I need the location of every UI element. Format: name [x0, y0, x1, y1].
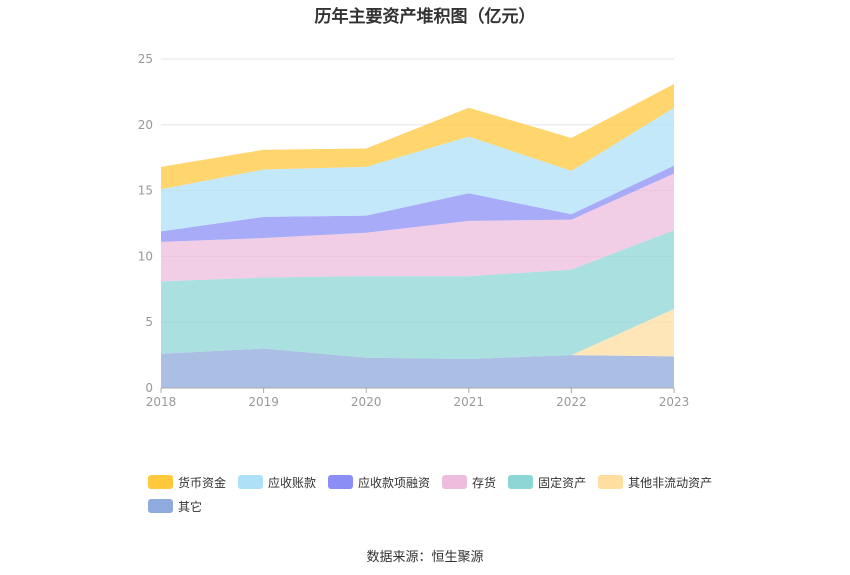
legend-swatch — [148, 475, 173, 489]
legend-swatch — [328, 475, 354, 489]
area-series-6 — [161, 84, 674, 190]
area-series-5 — [161, 107, 674, 232]
legend-item[interactable]: 存货 — [442, 474, 496, 490]
legend-label: 固定资产 — [538, 475, 587, 490]
legend-item[interactable]: 应收款项融资 — [328, 474, 430, 490]
legend-label: 其他非流动资产 — [628, 475, 713, 490]
x-tick-label: 2023 — [659, 395, 690, 409]
legend-swatch — [598, 475, 624, 489]
legend-item[interactable]: 其它 — [148, 498, 202, 514]
legend-item[interactable]: 货币资金 — [148, 474, 226, 490]
area-layer — [161, 84, 674, 388]
legend-item[interactable]: 固定资产 — [508, 474, 586, 490]
source-note: 数据来源：恒生聚源 — [366, 550, 484, 565]
legend-label: 其它 — [178, 499, 203, 514]
legend: 货币资金 应收账款 应收款项融资 存货 固定资产 其他非流动资产其它 — [148, 474, 728, 514]
legend-item[interactable]: 其他非流动资产 — [598, 474, 712, 490]
legend-swatch — [148, 499, 173, 513]
area-series-1 — [161, 309, 674, 359]
axis-layer: 0 5 10 15 20 25 2018 2019 2020 2021 2022 2023 — [138, 52, 690, 409]
area-series-3 — [161, 173, 674, 282]
legend-label: 存货 — [472, 475, 497, 490]
area-series-2 — [161, 230, 674, 359]
area-series-0 — [161, 348, 674, 388]
legend-label: 应收账款 — [268, 475, 317, 490]
y-tick-label: 15 — [138, 184, 153, 198]
y-tick-label: 0 — [145, 381, 153, 395]
x-tick-label: 2019 — [248, 395, 279, 409]
y-tick-label: 10 — [138, 249, 153, 263]
legend-label: 货币资金 — [178, 475, 227, 490]
y-tick-label: 20 — [138, 118, 153, 132]
chart-title: 历年主要资产堆积图（亿元） — [314, 7, 536, 27]
x-tick-label: 2022 — [556, 395, 587, 409]
legend-label: 应收款项融资 — [358, 475, 431, 490]
y-tick-label: 25 — [138, 52, 153, 66]
x-tick-label: 2021 — [454, 395, 485, 409]
legend-item[interactable]: 应收账款 — [238, 474, 316, 490]
area-series-4 — [161, 165, 674, 242]
y-tick-label: 5 — [145, 315, 153, 329]
legend-swatch — [508, 475, 534, 489]
legend-swatch — [238, 475, 264, 489]
x-tick-label: 2020 — [351, 395, 382, 409]
legend-swatch — [442, 475, 468, 489]
x-tick-label: 2018 — [146, 395, 177, 409]
